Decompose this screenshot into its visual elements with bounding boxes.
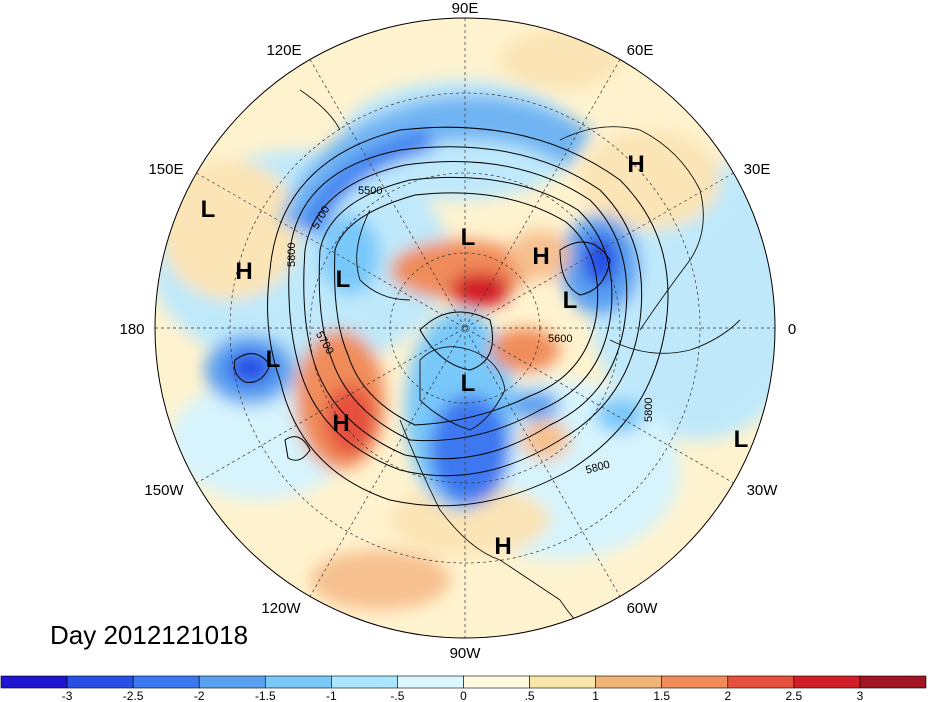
colorbar-swatch: [793, 675, 861, 689]
lon-label-120w: 120W: [261, 600, 301, 617]
lon-label-150e: 150E: [148, 161, 183, 178]
height-contours: [234, 126, 669, 507]
high-center-marker: H: [332, 410, 349, 437]
high-center-marker: H: [235, 258, 252, 285]
colorbar-tick-label: 0: [460, 689, 467, 702]
lon-label-90w: 90W: [450, 645, 482, 662]
lon-label-120e: 120E: [266, 42, 301, 59]
colorbar-swatch: [264, 675, 332, 689]
colorbar-swatch: [595, 675, 663, 689]
lon-label-0: 0: [788, 321, 796, 338]
colorbar-tick-label: -2.5: [123, 689, 144, 702]
coastlines: [299, 89, 741, 638]
low-center-marker: L: [461, 224, 476, 251]
lon-label-90e: 90E: [452, 0, 479, 17]
high-center-marker: H: [532, 243, 549, 270]
colorbar: -3 -2.5 -2 -1.5 -1 -.5 0 .5 1 1.5 2 2.5 3: [0, 675, 927, 702]
low-center-marker: L: [563, 287, 578, 314]
lon-label-30e: 30E: [744, 161, 771, 178]
low-center-marker: L: [461, 370, 476, 397]
graticule: [155, 18, 775, 638]
colorbar-tick-label: 1: [592, 689, 599, 702]
colorbar-swatch: [661, 675, 729, 689]
low-center-marker: L: [201, 196, 216, 223]
contour-label: 5800: [643, 398, 655, 422]
colorbar-swatch: [132, 675, 200, 689]
high-center-marker: H: [494, 533, 511, 560]
colorbar-swatch: [198, 675, 266, 689]
low-center-marker: L: [336, 266, 351, 293]
low-center-marker: L: [734, 426, 749, 453]
colorbar-tick-label: 2.5: [786, 689, 803, 702]
colorbar-swatch: [859, 675, 927, 689]
colorbar-swatch: [529, 675, 596, 689]
colorbar-tick-label: .5: [525, 689, 535, 702]
lon-label-60w: 60W: [627, 600, 659, 617]
contour-label: 5600: [548, 333, 572, 345]
contour-label: 5800: [286, 243, 298, 267]
high-center-marker: H: [627, 151, 644, 178]
lon-label-180: 180: [119, 321, 144, 338]
colorbar-swatch: [0, 675, 68, 689]
valid-time-label: Day 2012121018: [50, 620, 249, 650]
colorbar-swatch: [397, 675, 464, 689]
colorbar-tick-label: 2: [724, 689, 731, 702]
colorbar-tick-label: -1: [326, 689, 337, 702]
colorbar-tick-label: 3: [857, 689, 864, 702]
colorbar-tick-label: 1.5: [653, 689, 670, 702]
colorbar-swatch: [331, 675, 398, 689]
pressure-centers: L H L H L H L H L L H L: [201, 151, 749, 560]
anomaly-field: [155, 18, 775, 638]
colorbar-tick-label: -1.5: [255, 689, 276, 702]
colorbar-swatch: [66, 675, 134, 689]
low-center-marker: L: [266, 346, 281, 373]
map-boundary: [154, 17, 776, 639]
longitude-labels: 90E 60E 30E 0 30W 60W 90W 120W 150W 180 …: [119, 0, 796, 662]
colorbar-swatch: [463, 675, 530, 689]
colorbar-tick-label: -2: [194, 689, 205, 702]
lon-label-150w: 150W: [144, 482, 184, 499]
colorbar-tick-label: -3: [62, 689, 73, 702]
contour-label: 5500: [358, 185, 382, 197]
colorbar-tick-label: -.5: [390, 689, 404, 702]
lon-label-30w: 30W: [747, 482, 779, 499]
colorbar-swatch: [727, 675, 795, 689]
lon-label-60e: 60E: [627, 42, 654, 59]
